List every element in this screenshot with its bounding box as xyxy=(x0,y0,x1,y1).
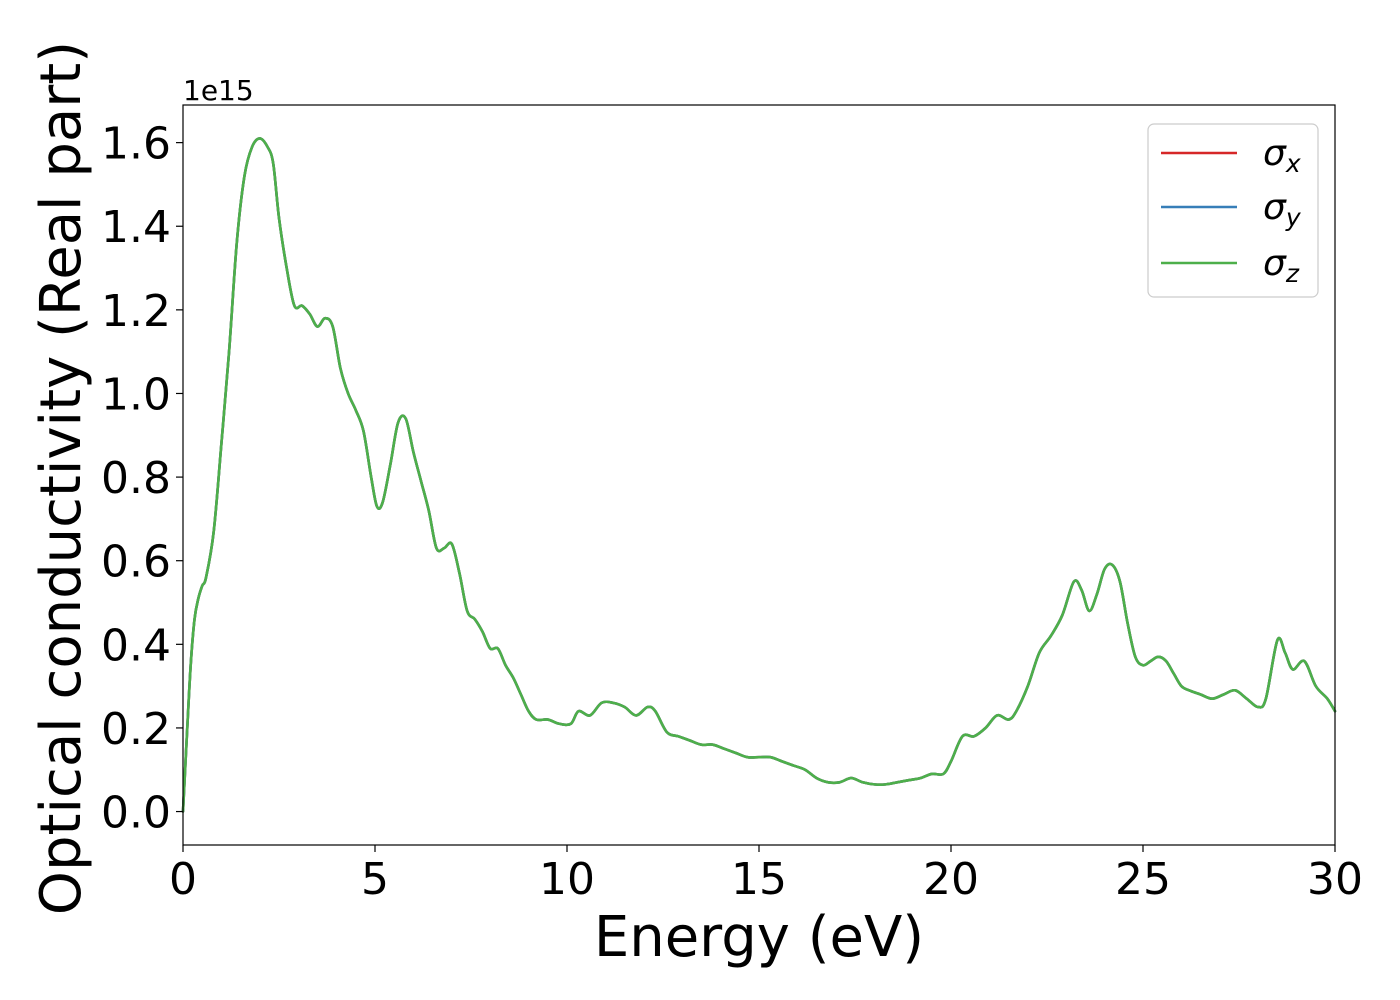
legend-label-x: σx xyxy=(1263,133,1301,178)
x-tick-label: 0 xyxy=(169,854,197,905)
series-layer xyxy=(181,137,1337,813)
y-tick-label: 0.8 xyxy=(101,453,171,504)
x-axis-label: Energy (eV) xyxy=(594,905,924,970)
y-axis-label: Optical conductivity (Real part) xyxy=(29,41,94,915)
y-tick-label: 1.0 xyxy=(101,369,171,420)
y-tick-label: 0.2 xyxy=(101,704,171,755)
y-tick-label: 0.4 xyxy=(101,620,171,671)
legend-box xyxy=(1147,123,1319,298)
y-tick-label: 1.4 xyxy=(101,202,171,253)
x-tick-label: 25 xyxy=(1115,854,1171,905)
y-tick-label: 0.6 xyxy=(101,537,171,588)
x-tick-label: 10 xyxy=(539,854,595,905)
legend: σx σy σz xyxy=(1147,123,1319,298)
y-tick-label: 1.2 xyxy=(101,286,171,337)
x-tick-label: 5 xyxy=(361,854,389,905)
x-tick-label: 15 xyxy=(731,854,787,905)
legend-label-z: σz xyxy=(1263,243,1300,288)
y-axis-ticks: 0.0 0.2 0.4 0.6 0.8 1.0 1.2 1.4 1.6 xyxy=(101,119,183,839)
y-tick-label: 1.6 xyxy=(101,119,171,170)
legend-label-y: σy xyxy=(1263,187,1302,232)
y-offset-label: 1e15 xyxy=(183,74,254,107)
series-line-sigma-z xyxy=(181,137,1337,813)
x-tick-label: 20 xyxy=(923,854,979,905)
x-tick-label: 30 xyxy=(1307,854,1363,905)
x-axis-ticks: 0 5 10 15 20 25 30 xyxy=(169,845,1363,905)
y-tick-label: 0.0 xyxy=(101,788,171,839)
